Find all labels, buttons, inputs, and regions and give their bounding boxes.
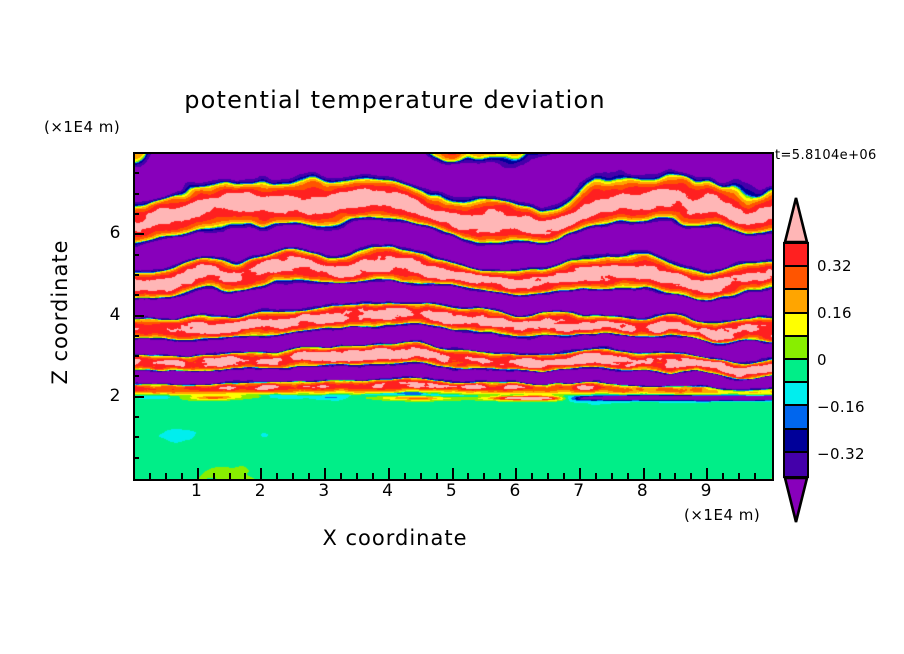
colorbar-overflow-cap (783, 196, 809, 244)
colorbar-band (785, 267, 807, 291)
y-axis-minor-tick (133, 253, 139, 256)
y-axis-minor-tick (133, 212, 139, 215)
x-axis-minor-tick (594, 473, 597, 479)
x-axis-minor-tick (483, 473, 486, 479)
x-axis-minor-tick (674, 473, 677, 479)
plot-area (133, 152, 774, 481)
x-axis-minor-tick (340, 473, 343, 479)
x-axis-minor-tick (435, 473, 438, 479)
y-axis-minor-tick (133, 456, 139, 459)
y-axis-minor-tick (133, 273, 139, 276)
x-axis-tick-label: 1 (191, 481, 203, 501)
x-axis-major-tick (706, 468, 709, 479)
x-axis-tick-label: 7 (573, 481, 585, 501)
colorbar-cap-top-icon (783, 197, 809, 244)
colorbar-underflow-cap (783, 476, 809, 524)
colorbar-band (785, 313, 807, 337)
y-axis-minor-tick (133, 416, 139, 419)
colorbar-band (785, 383, 807, 407)
colorbar-band (785, 429, 807, 453)
y-axis-tick-label: 4 (109, 304, 121, 325)
x-axis-minor-tick (610, 473, 613, 479)
x-axis-minor-tick (562, 473, 565, 479)
y-axis-major-tick (133, 233, 144, 236)
x-axis-minor-tick (355, 473, 358, 479)
colorbar-band (785, 406, 807, 430)
colorbar-band (785, 336, 807, 360)
x-axis-major-tick (324, 468, 327, 479)
colorbar-band (785, 244, 807, 268)
x-axis-minor-tick (467, 473, 470, 479)
heatmap-field (135, 154, 772, 479)
x-axis-tick-label: 8 (636, 481, 649, 501)
y-axis-minor-tick (133, 375, 139, 378)
x-axis-minor-tick (531, 473, 534, 479)
x-axis-major-tick (387, 468, 390, 479)
x-axis-minor-tick (164, 473, 167, 479)
y-axis-major-tick (133, 395, 144, 398)
x-axis-minor-tick (180, 473, 183, 479)
x-axis-minor-tick (626, 473, 629, 479)
colorbar-band (785, 290, 807, 314)
y-axis-minor-tick (133, 355, 139, 358)
page-title: potential temperature deviation (184, 86, 606, 114)
colorbar-tick-label: −0.16 (817, 398, 865, 417)
x-axis-minor-tick (499, 473, 502, 479)
x-axis-tick-label: 5 (445, 481, 458, 501)
colorbar-band (785, 360, 807, 384)
x-axis-minor-tick (547, 473, 550, 479)
x-axis-minor-tick (371, 473, 374, 479)
colorbar-tick-label: −0.32 (817, 445, 865, 464)
x-axis-minor-tick (403, 473, 406, 479)
x-axis-tick-label: 3 (318, 481, 330, 501)
y-axis-minor-tick (133, 334, 139, 337)
x-axis-minor-tick (276, 473, 279, 479)
x-axis-minor-tick (308, 473, 311, 479)
colorbar-tick-label: 0 (817, 351, 827, 369)
colorbar-tick-label: 0.16 (817, 303, 852, 322)
x-axis-tick-label: 2 (254, 481, 267, 501)
y-axis-tick-label: 6 (109, 223, 121, 244)
x-axis-tick-label: 4 (382, 481, 394, 501)
colorbar-band (785, 452, 807, 476)
x-axis-major-tick (196, 468, 199, 479)
x-axis-minor-tick (212, 473, 215, 479)
y-axis-minor-tick (133, 294, 139, 297)
colorbar-cap-bottom-icon (783, 476, 809, 523)
y-axis-minor-tick (133, 436, 139, 439)
x-axis-minor-tick (292, 473, 295, 479)
x-axis-minor-tick (244, 473, 247, 479)
x-axis-major-tick (451, 468, 454, 479)
colorbar-bands (783, 242, 809, 478)
x-axis-title: X coordinate (322, 526, 468, 550)
time-annotation: t=5.8104e+06 (775, 148, 877, 163)
x-axis-minor-tick (690, 473, 693, 479)
x-axis-minor-tick (722, 473, 725, 479)
x-axis-major-tick (578, 468, 581, 479)
x-axis-tick-label: 6 (509, 481, 521, 501)
x-axis-unit-label: (×1E4 m) (684, 506, 761, 524)
y-axis-tick-label: 2 (109, 385, 121, 406)
y-axis-minor-tick (133, 192, 139, 195)
x-axis-minor-tick (658, 473, 661, 479)
x-axis-minor-tick (419, 473, 422, 479)
x-axis-major-tick (260, 468, 263, 479)
y-axis-major-tick (133, 314, 144, 317)
x-axis-tick-label: 9 (700, 481, 712, 501)
x-axis-minor-tick (754, 473, 757, 479)
x-axis-minor-tick (228, 473, 231, 479)
y-axis-title: Z coordinate (48, 239, 72, 385)
x-axis-major-tick (642, 468, 645, 479)
x-axis-major-tick (515, 468, 518, 479)
y-axis-unit-label: (×1E4 m) (44, 118, 121, 136)
colorbar-tick-label: 0.32 (817, 256, 852, 275)
y-axis-minor-tick (133, 172, 139, 175)
x-axis-minor-tick (148, 473, 151, 479)
x-axis-minor-tick (738, 473, 741, 479)
colorbar: 0.32 0.16 0 −0.16 −0.32 (783, 196, 865, 524)
